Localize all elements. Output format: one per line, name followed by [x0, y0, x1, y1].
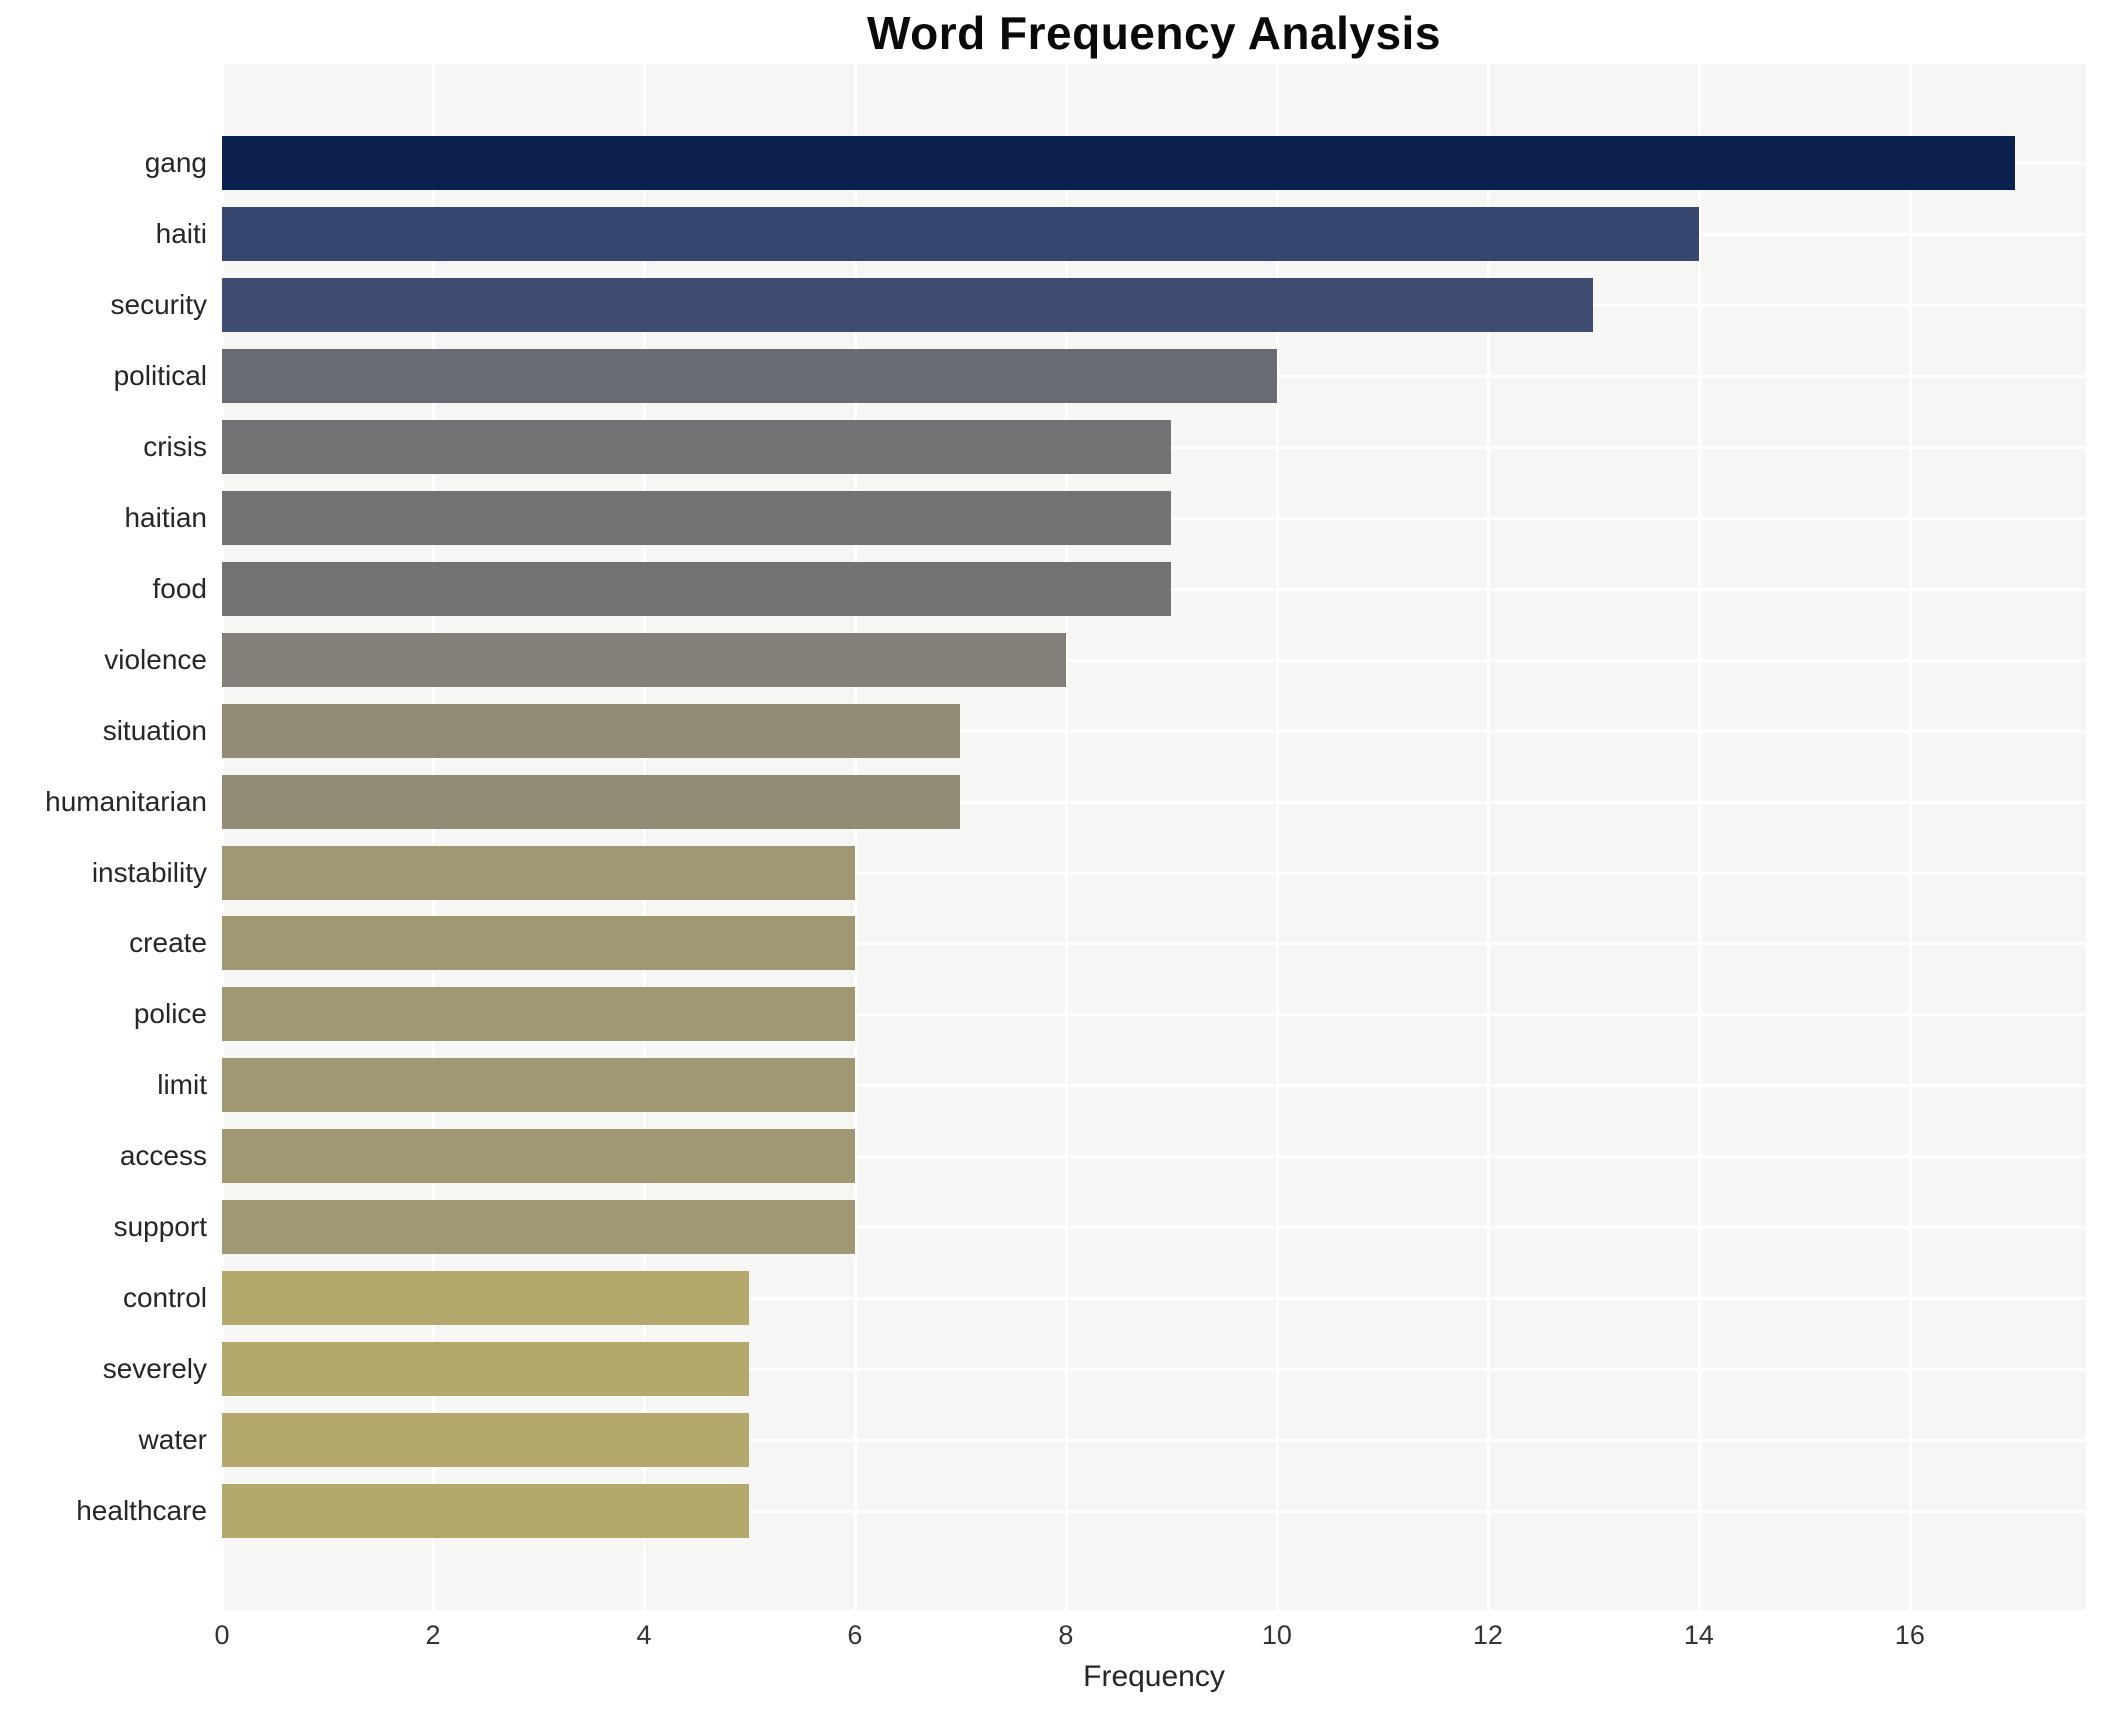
bar-access [222, 1129, 855, 1184]
y-label-severely: severely [102, 1352, 207, 1384]
bar-security [222, 278, 1594, 333]
bar-limit [222, 1058, 855, 1113]
bar-row-food [222, 553, 2086, 624]
bar-crisis [222, 420, 1172, 475]
y-label-humanitarian: humanitarian [45, 785, 207, 817]
bar-row-limit [222, 1050, 2086, 1121]
y-label-crisis: crisis [143, 431, 207, 463]
bar-water [222, 1412, 750, 1467]
bar-row-haiti [222, 199, 2086, 270]
h-gridline [222, 729, 2086, 733]
v-gridline-10 [1275, 64, 1279, 1610]
y-label-situation: situation [102, 714, 207, 746]
bar-instability [222, 845, 855, 900]
h-gridline [222, 942, 2086, 946]
bar-political [222, 349, 1277, 404]
bar-row-severely [222, 1333, 2086, 1404]
bar-row-political [222, 341, 2086, 412]
bar-support [222, 1200, 855, 1255]
chart-title: Word Frequency Analysis [867, 7, 1441, 59]
v-gridline-6 [853, 64, 857, 1610]
bar-row-control [222, 1263, 2086, 1334]
x-tick-6: 6 [847, 1620, 863, 1650]
bar-violence [222, 632, 1066, 687]
x-tick-0: 0 [214, 1620, 230, 1650]
bar-row-healthcare [222, 1475, 2086, 1546]
h-gridline [222, 1367, 2086, 1371]
bar-gang [222, 136, 2016, 191]
x-tick-2: 2 [425, 1620, 441, 1650]
bar-food [222, 561, 1172, 616]
bar-situation [222, 703, 961, 758]
y-label-access: access [119, 1140, 207, 1172]
bar-create [222, 916, 855, 971]
v-gridline-8 [1064, 64, 1068, 1610]
y-label-create: create [129, 927, 207, 959]
bar-row-security [222, 270, 2086, 341]
y-label-gang: gang [144, 147, 207, 179]
y-label-haiti: haiti [155, 218, 207, 250]
y-label-police: police [133, 998, 207, 1030]
y-label-food: food [152, 572, 208, 604]
x-tick-8: 8 [1058, 1620, 1074, 1650]
y-label-security: security [110, 289, 207, 321]
y-label-healthcare: healthcare [76, 1494, 207, 1526]
x-axis-title: Frequency [1083, 1660, 1225, 1693]
y-label-control: control [122, 1281, 207, 1313]
y-label-haitian: haitian [124, 501, 207, 533]
bar-row-police [222, 979, 2086, 1050]
h-gridline [222, 1438, 2086, 1442]
h-gridline [222, 1296, 2086, 1300]
bar-healthcare [222, 1483, 750, 1538]
plot-area [221, 64, 2086, 1610]
x-tick-12: 12 [1472, 1620, 1503, 1650]
bar-haiti [222, 207, 1699, 262]
bar-police [222, 987, 855, 1042]
v-gridline-12 [1486, 64, 1490, 1610]
v-gridline-4 [642, 64, 646, 1610]
x-tick-14: 14 [1683, 1620, 1714, 1650]
bar-row-haitian [222, 483, 2086, 554]
y-label-support: support [113, 1211, 207, 1243]
bar-control [222, 1270, 750, 1325]
h-gridline [222, 1013, 2086, 1017]
x-tick-16: 16 [1894, 1620, 1925, 1650]
v-gridline-2 [431, 64, 435, 1610]
h-gridline [222, 658, 2086, 662]
y-label-limit: limit [157, 1069, 207, 1101]
y-label-water: water [138, 1423, 207, 1455]
h-gridline [222, 1084, 2086, 1088]
x-tick-10: 10 [1261, 1620, 1292, 1650]
bar-humanitarian [222, 774, 961, 829]
y-label-violence: violence [104, 643, 207, 675]
bar-row-crisis [222, 412, 2086, 483]
v-gridline-16 [1908, 64, 1912, 1610]
bar-row-water [222, 1404, 2086, 1475]
y-label-political: political [113, 360, 207, 392]
x-tick-4: 4 [636, 1620, 652, 1650]
v-gridline-0 [221, 64, 224, 1610]
y-label-instability: instability [91, 856, 207, 888]
bar-haitian [222, 490, 1172, 545]
h-gridline [222, 800, 2086, 804]
h-gridline [222, 1155, 2086, 1159]
h-gridline [222, 1226, 2086, 1230]
bar-rows [222, 64, 2086, 1610]
bar-row-violence [222, 624, 2086, 695]
y-axis-labels: gang haiti security political crisis haitian f… [0, 64, 207, 1610]
h-gridline [222, 1509, 2086, 1513]
bar-row-create [222, 908, 2086, 979]
bar-row-gang [222, 128, 2086, 199]
v-gridline-14 [1697, 64, 1701, 1610]
bar-row-access [222, 1121, 2086, 1192]
bar-row-instability [222, 837, 2086, 908]
bar-row-humanitarian [222, 766, 2086, 837]
h-gridline [222, 871, 2086, 875]
bar-row-situation [222, 695, 2086, 766]
bar-severely [222, 1341, 750, 1396]
bar-row-support [222, 1192, 2086, 1263]
